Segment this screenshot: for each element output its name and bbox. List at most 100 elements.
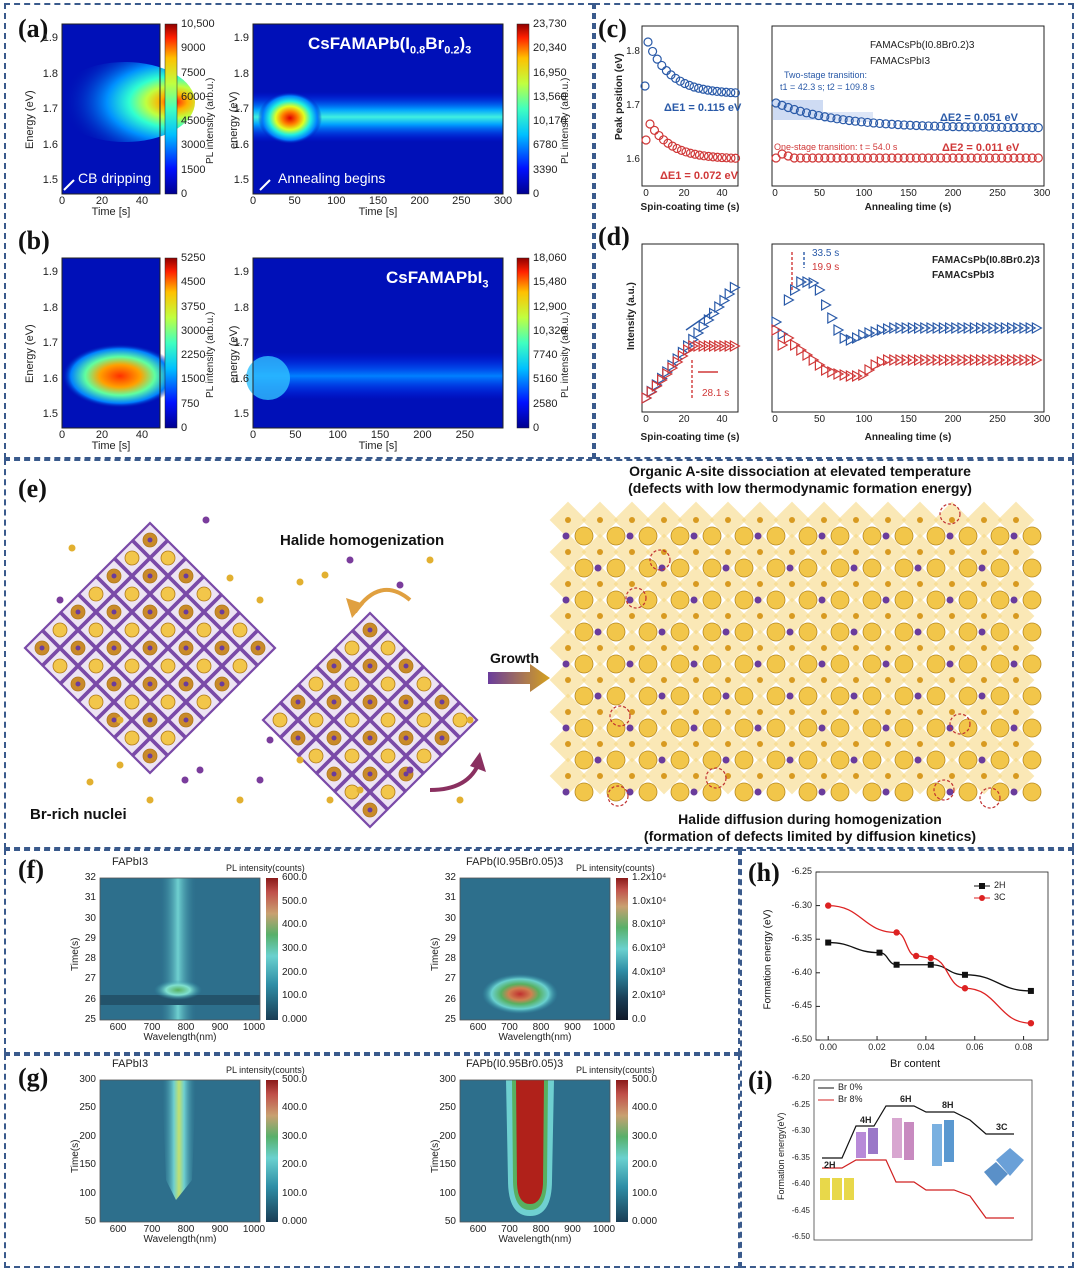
tick-label: One-stage transition: t = 54.0 s (774, 142, 898, 152)
tick-label: 26 (444, 993, 456, 1005)
data-point (838, 115, 848, 125)
data-point (978, 153, 989, 163)
data-point (954, 122, 964, 132)
tick-label: 25 (444, 1014, 456, 1025)
crystal-4h-icon (856, 1128, 878, 1158)
data-point (926, 353, 938, 367)
data-point (875, 153, 885, 163)
tick-label: 30 (444, 912, 456, 924)
colorbar-tick: 500.0 (632, 1074, 658, 1085)
data-point (893, 929, 900, 936)
series-br8 (822, 1159, 1014, 1219)
data-point (1021, 153, 1031, 163)
tick-label: 1000 (592, 1224, 616, 1235)
tick-label: 1.7 (42, 103, 58, 115)
data-point (708, 339, 720, 353)
data-point (912, 952, 920, 960)
data-point (643, 37, 653, 47)
data-point (675, 76, 685, 86)
data-point (656, 373, 668, 387)
data-point (911, 120, 921, 131)
tick-label: 25 (84, 1014, 96, 1025)
colorbar-tick: 5160 (533, 373, 558, 386)
data-point (808, 276, 820, 290)
data-point (850, 116, 860, 126)
data-point (814, 110, 824, 121)
colorbar-label: PL intensity (arb.u.) (560, 311, 571, 398)
data-point (729, 281, 741, 294)
data-point (730, 153, 741, 163)
data-point (942, 121, 952, 132)
data-point (730, 88, 741, 98)
tick-label: 800 (177, 1022, 195, 1033)
colorbar-tick: 600.0 (282, 872, 308, 883)
data-point (651, 379, 663, 393)
data-point (826, 153, 836, 163)
data-point (951, 353, 963, 367)
plot-title: FAPb(I0.95Br0.05)3 (466, 1058, 564, 1070)
data-point (789, 338, 801, 352)
data-point (693, 326, 705, 340)
colorbar-tick: 2.0x10³ (632, 990, 666, 1002)
colorbar-tick: 0 (181, 188, 188, 200)
e-title: Organic A-site dissociation at elevated … (628, 463, 972, 496)
data-point (814, 358, 826, 372)
tick-label: 1.6 (42, 138, 58, 151)
tick-label: -6.45 (791, 1205, 810, 1215)
data-point (901, 321, 913, 335)
tick-label: 1.9 (42, 266, 58, 278)
colorbar-tick: 3000 (181, 324, 206, 337)
data-point (820, 363, 832, 377)
tick-label: ΔE2 = 0.051 eV (940, 112, 1018, 124)
colorbar-tick: 0.000 (282, 1216, 308, 1227)
tick-label: 150 (900, 188, 917, 199)
data-point (1025, 353, 1037, 367)
data-point (895, 321, 907, 335)
tick-label: 800 (532, 1224, 550, 1235)
tick-label: 600 (109, 1022, 127, 1033)
phase-label: 8H (942, 1100, 954, 1110)
data-point (771, 323, 783, 337)
data-point (1009, 153, 1019, 163)
data-point (876, 355, 888, 369)
data-point (932, 321, 944, 335)
data-point (1033, 123, 1043, 133)
data-point (825, 939, 832, 946)
data-point (856, 153, 867, 163)
tick-label: 1.8 (626, 46, 640, 57)
data-point (721, 87, 731, 97)
colorbar-tick: 750 (181, 397, 200, 410)
data-point (944, 353, 956, 367)
colorbar-tick: 1.2x10⁴ (632, 872, 667, 883)
x-axis-label: Wavelength(nm) (498, 1032, 572, 1043)
data-point (851, 331, 863, 345)
tick-label: 33.5 s (812, 248, 840, 259)
data-point (938, 353, 950, 367)
tick-label: 900 (564, 1022, 581, 1033)
panel-label-a: (a) (18, 14, 49, 43)
data-point (814, 283, 826, 297)
data-point (693, 339, 705, 353)
colorbar-tick: 200.0 (282, 966, 308, 978)
data-point (1021, 122, 1031, 133)
data-point (717, 152, 727, 163)
data-point (647, 46, 658, 57)
data-point (864, 363, 876, 377)
tick-label: 1.8 (42, 301, 58, 314)
x-axis-label: Time [s] (91, 440, 131, 452)
tick-label: 300 (79, 1074, 96, 1085)
data-point (833, 323, 845, 337)
colorbar-label: PL intensity (arb.u.) (205, 311, 216, 398)
colorbar-tick: 400.0 (282, 1102, 308, 1114)
data-point (1015, 122, 1025, 133)
colorbar-tick: 1500 (181, 163, 206, 176)
data-point (966, 122, 976, 132)
data-point (856, 117, 867, 127)
data-point (997, 122, 1007, 132)
data-point (1000, 321, 1012, 335)
phase-label: 2H (824, 1160, 836, 1170)
y-axis-label: Energy (eV) (24, 90, 36, 149)
data-point (724, 287, 736, 301)
